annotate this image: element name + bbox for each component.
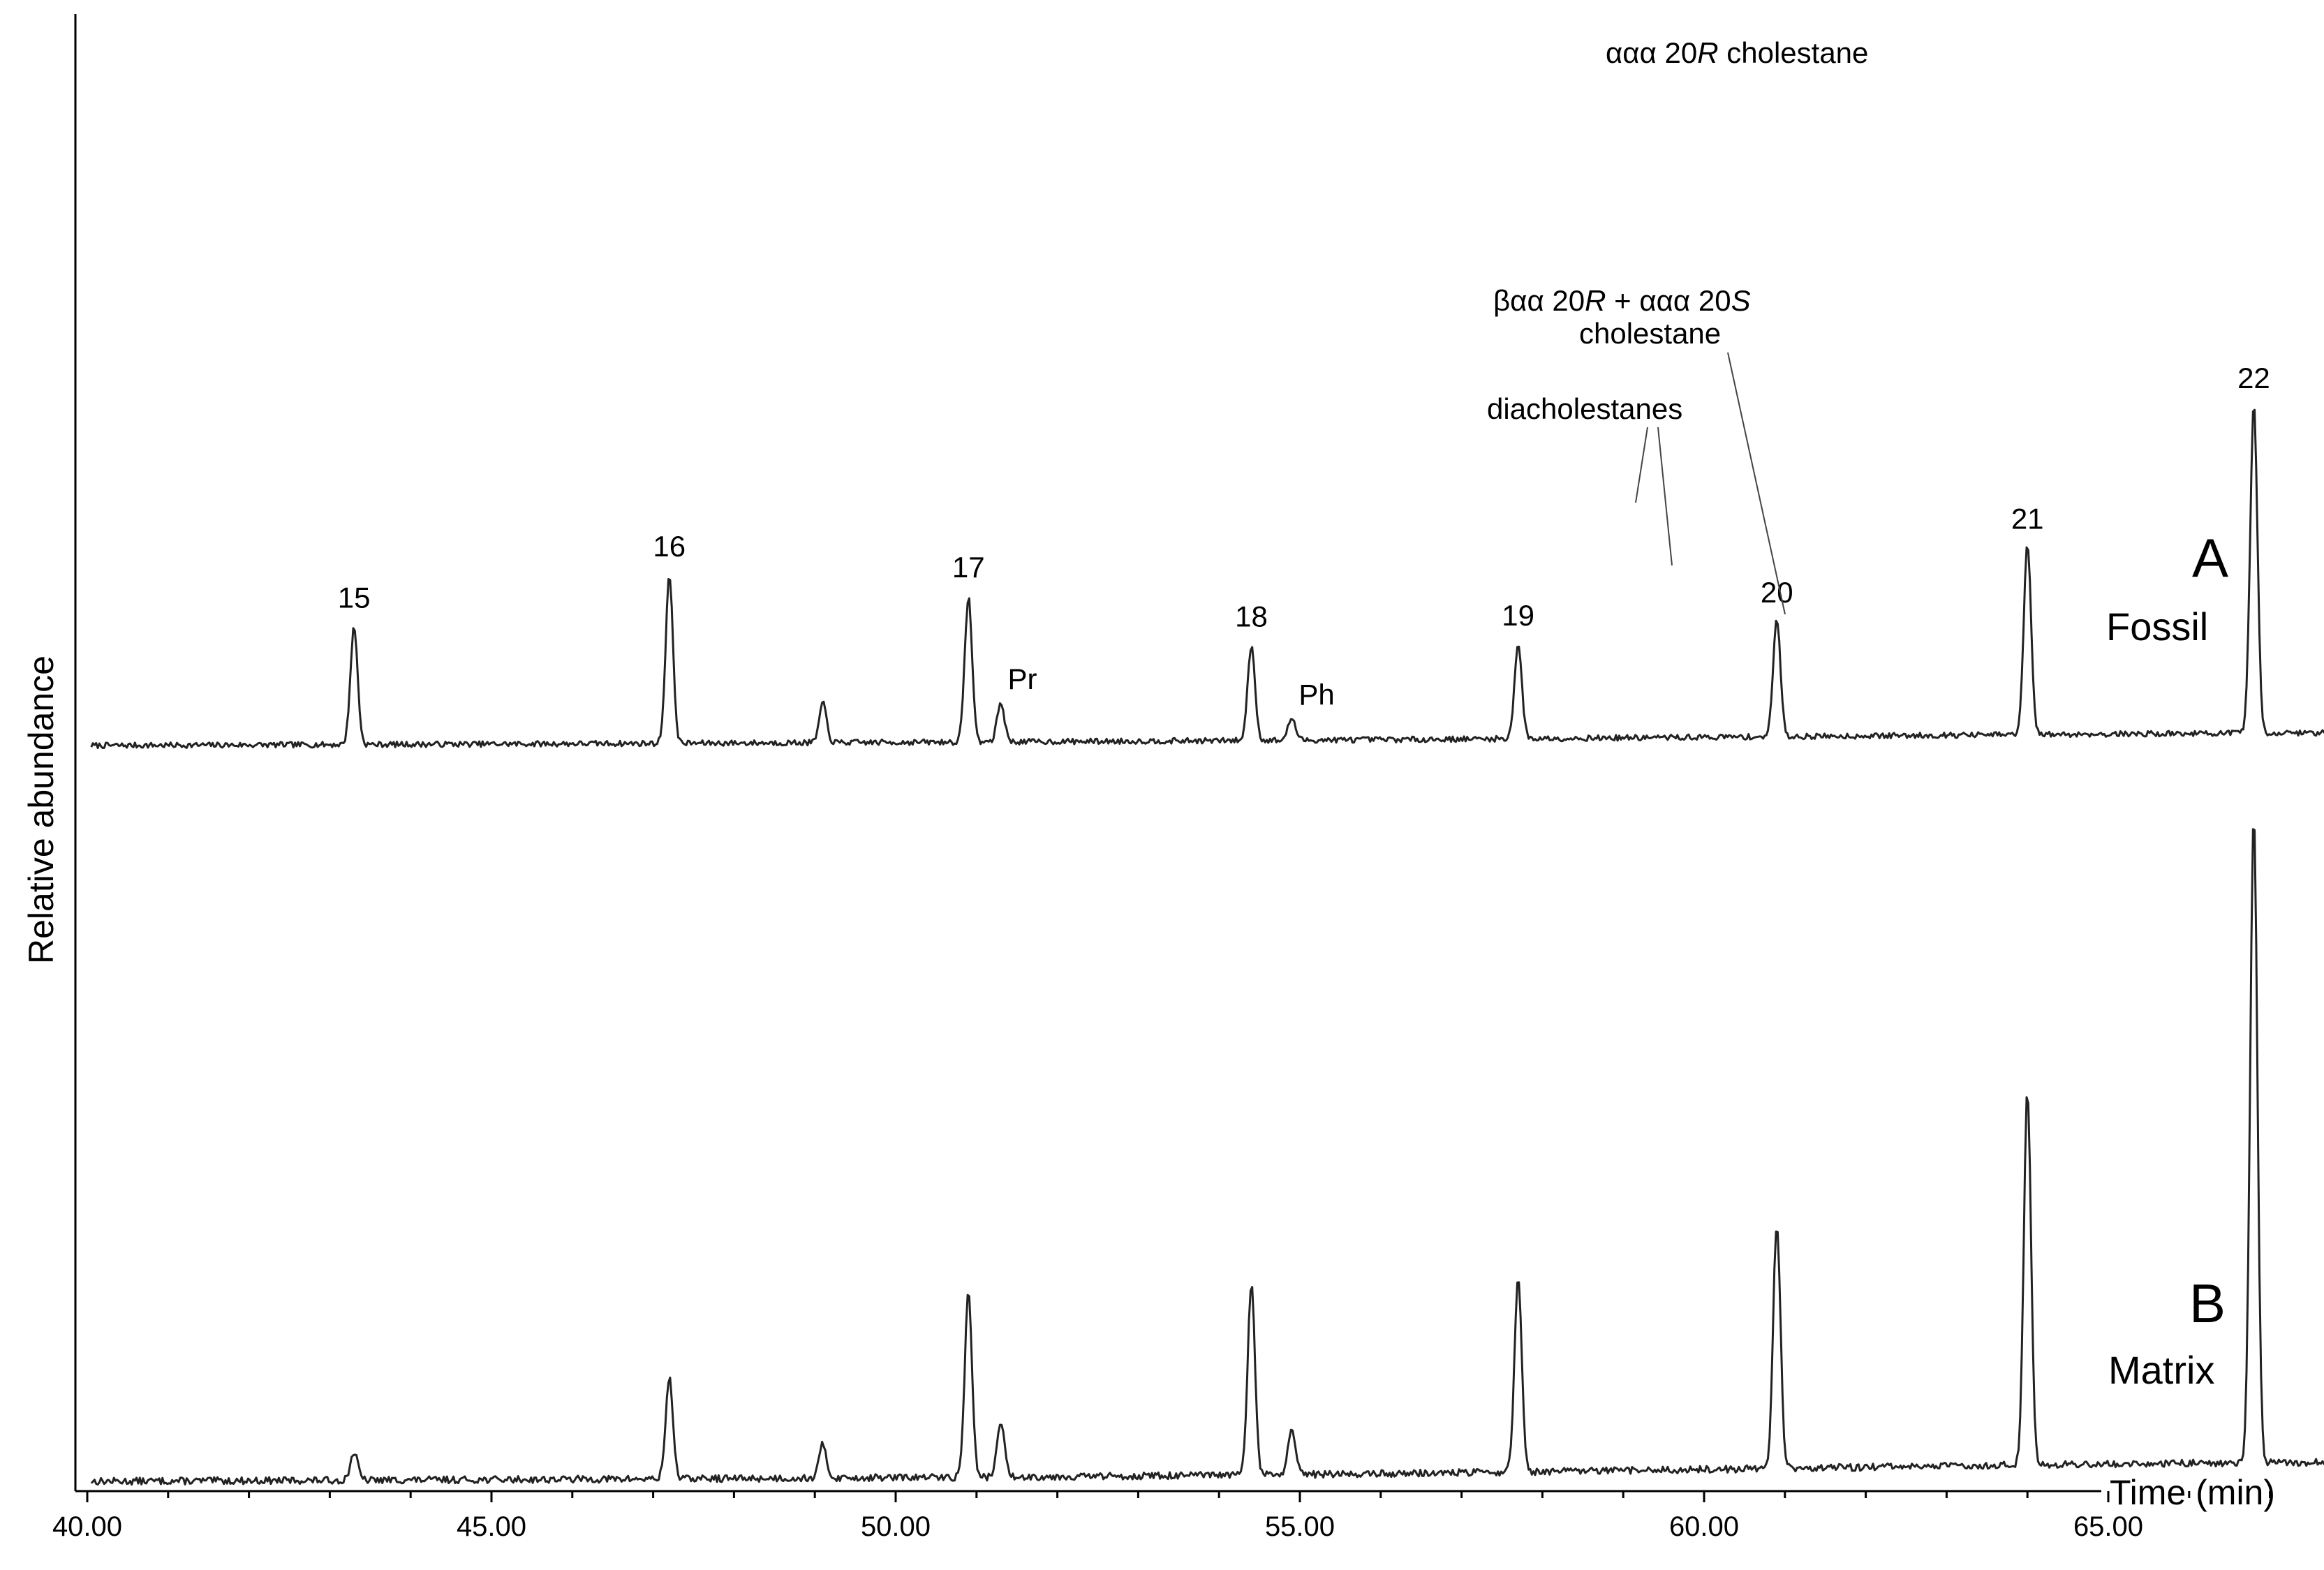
y-axis-title: Relative abundance (22, 656, 61, 964)
x-tick-label-4: 60.00 (1669, 1511, 1739, 1542)
x-tick-label-3: 55.00 (1265, 1511, 1335, 1542)
x-axis-ticks: 40.0045.0050.0055.0060.0065.0070.0075.00… (52, 1491, 2272, 1542)
peak-label-22: 22 (2237, 362, 2270, 394)
panel-a-trace (90, 408, 2324, 749)
panel-b-name: Matrix (2108, 1348, 2214, 1392)
panel-b-letter: B (2189, 1273, 2226, 1334)
leader-betaaa (1727, 352, 1786, 615)
annotation-betaaa-cholestane-line2: cholestane (1579, 317, 1721, 350)
panel-b: B Matrix (90, 828, 2324, 1486)
panel-a-name: Fossil (2106, 605, 2208, 649)
x-axis-title: Time (min) (2110, 1473, 2275, 1512)
peak-label-21: 21 (2011, 502, 2044, 535)
leader-diacholestane-1 (1635, 427, 1648, 503)
annotation-betaaa-part1: βαα 20 (1493, 284, 1585, 317)
annotation-betaaa-part3: + ααα 20 (1606, 284, 1731, 317)
x-tick-label-0: 40.00 (52, 1511, 122, 1542)
panel-a-letter: A (2192, 527, 2228, 588)
peak-label-15: 15 (338, 582, 371, 614)
annotation-betaaa-cholestane: βαα 20R + ααα 20S (1493, 284, 1751, 317)
peak-label-20: 20 (1761, 576, 1793, 609)
annotation-aaa-20r-cholestane: ααα 20R cholestane (1606, 36, 1868, 69)
panel-a: 151617Pr18Ph19202122232425 A Fossil diac… (90, 36, 2324, 749)
annotation-betaaa-part4: S (1731, 284, 1751, 317)
peak-label-pr: Pr (1008, 662, 1037, 695)
peak-label-ph: Ph (1298, 678, 1334, 711)
annotation-diacholestanes: diacholestanes (1487, 392, 1682, 425)
leader-diacholestane-2 (1657, 427, 1673, 566)
x-tick-label-1: 45.00 (457, 1511, 526, 1542)
peak-label-17: 17 (952, 551, 985, 584)
peak-label-19: 19 (1502, 599, 1534, 632)
annotation-aaa-part2: R (1697, 36, 1718, 69)
panel-a-peak-labels: 151617Pr18Ph19202122232425 (338, 362, 2270, 711)
panel-b-trace (90, 828, 2324, 1486)
peak-label-18: 18 (1235, 600, 1268, 633)
x-tick-label-5: 65.00 (2073, 1511, 2143, 1542)
peak-label-16: 16 (653, 530, 686, 563)
annotation-aaa-part1: ααα 20 (1606, 36, 1697, 69)
annotation-betaaa-part2: R (1585, 284, 1606, 317)
x-tick-label-2: 50.00 (861, 1511, 931, 1542)
annotation-aaa-part3: cholestane (1719, 36, 1869, 69)
